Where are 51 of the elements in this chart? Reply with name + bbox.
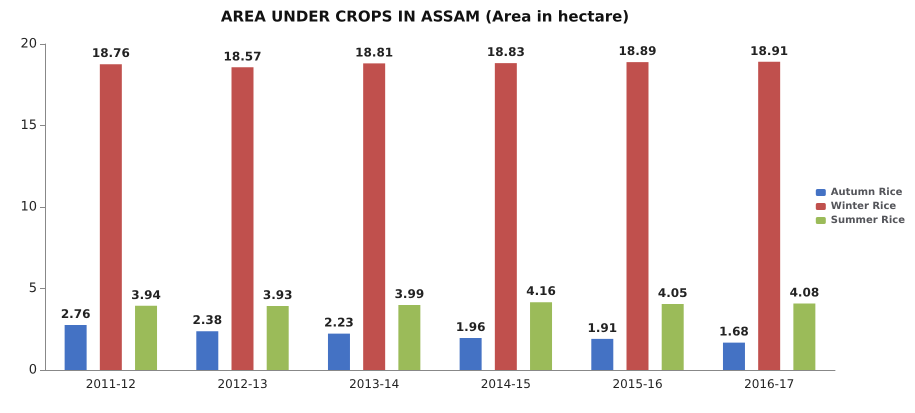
data-label: 1.68 [719,324,749,339]
legend-label: Summer Rice [830,215,906,226]
data-label: 18.76 [92,46,130,60]
data-label: 18.83 [486,45,525,60]
y-tick-label: 10 [20,200,37,214]
x-tick-label: 2013-14 [349,377,400,391]
data-label: 4.08 [790,285,820,300]
legend-label: Winter Rice [830,201,896,212]
y-tick-label: 15 [20,118,37,133]
bar [363,63,386,370]
bar [626,62,648,370]
x-tick-label: 2014-15 [480,377,531,391]
x-tick-label: 2011-12 [86,377,136,391]
bar [793,303,816,370]
bar [135,306,158,370]
bar [722,342,745,370]
data-label: 18.91 [750,44,788,58]
data-label: 1.96 [456,320,486,334]
data-label: 3.94 [131,288,161,302]
data-label: 18.81 [355,45,394,60]
bar [100,64,122,370]
bar [662,304,684,370]
data-label: 3.99 [394,286,424,301]
x-tick-label: 2016-17 [744,377,794,391]
y-tick-label: 20 [20,36,37,52]
y-tick-label: 5 [28,281,37,296]
bar [398,304,420,370]
bar [591,338,614,370]
data-label: 18.57 [224,49,262,64]
bar [196,331,218,370]
bar [494,63,517,370]
bar [266,306,289,370]
data-label: 18.89 [618,44,656,58]
data-label: 1.91 [587,320,618,335]
data-label: 4.05 [658,286,688,300]
x-tick-label: 2015-16 [612,377,663,391]
x-tick-label: 2012-13 [217,377,268,391]
chart-title: AREA UNDER CROPS IN ASSAM (Area in hectare) [220,8,630,26]
bar [530,302,552,370]
bar [758,62,780,370]
data-label: 2.23 [324,316,354,330]
y-tick-label: 0 [28,362,37,378]
bar [460,338,482,370]
bar [64,325,87,370]
data-label: 4.16 [526,284,556,298]
legend-label: Autumn Rice [830,187,903,198]
data-label: 3.93 [262,288,293,302]
data-label: 2.38 [192,313,222,328]
bar [232,67,254,370]
data-label: 2.76 [60,307,90,322]
bar [328,334,350,370]
